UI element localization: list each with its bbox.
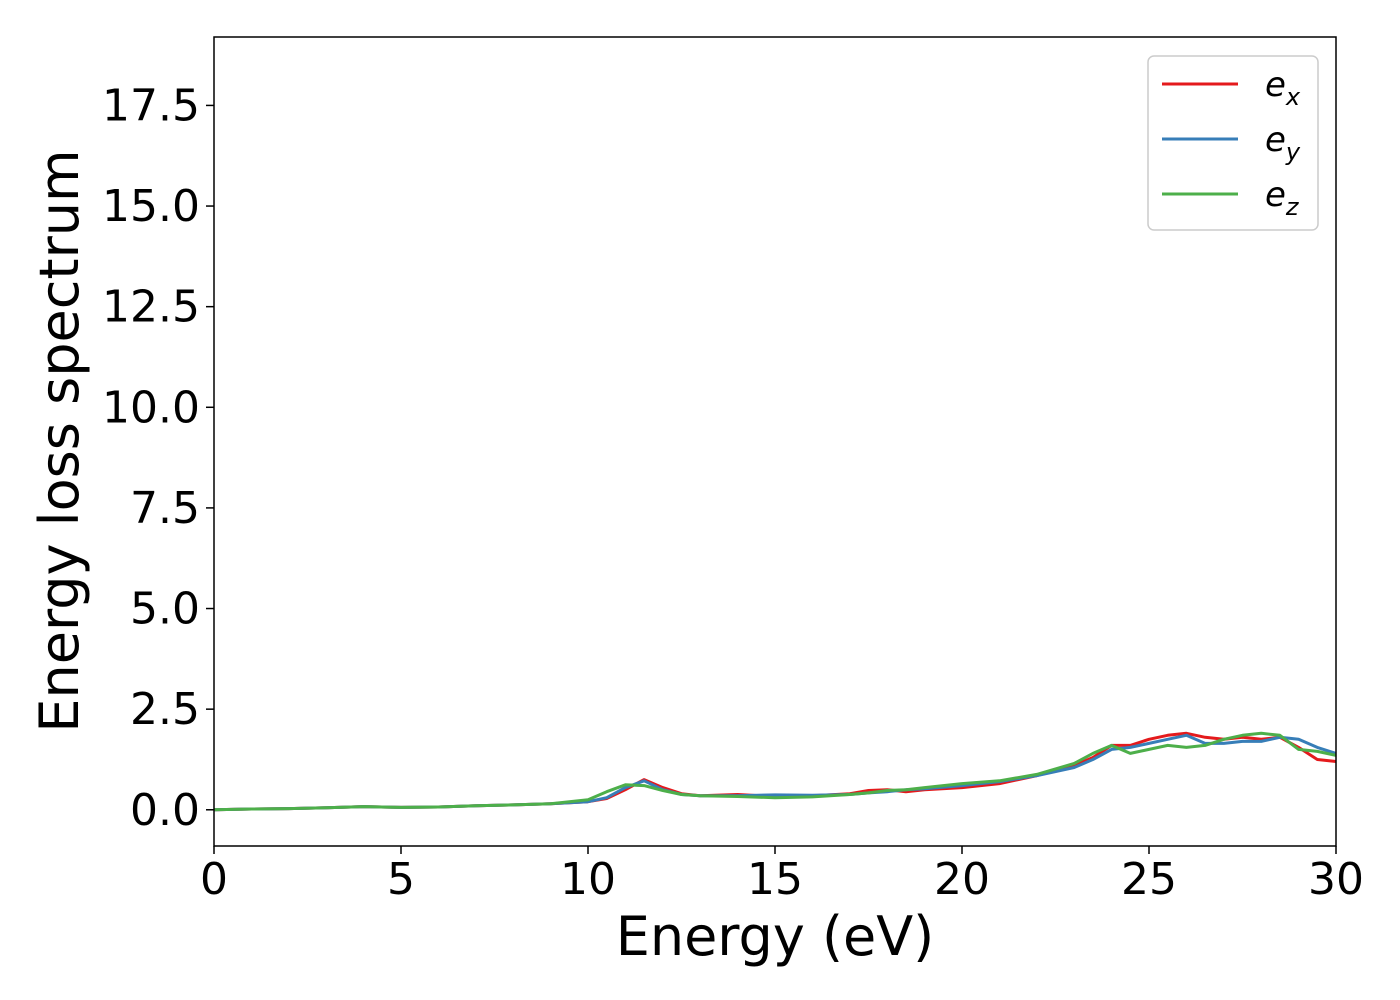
legend-label-x: ex: [1265, 65, 1301, 111]
x-tick-label: 0: [200, 854, 228, 905]
y-tick-label: 2.5: [130, 684, 200, 735]
y-tick-label: 5.0: [130, 584, 200, 635]
y-tick-label: 10.0: [102, 382, 200, 433]
x-tick-label: 10: [560, 854, 616, 905]
x-axis: 0 5 10 15 20 25 30: [200, 846, 1364, 905]
plot-lines: [213, 731, 1337, 812]
y-tick-label: 15.0: [102, 181, 200, 232]
y-tick-label: 12.5: [102, 282, 200, 333]
series-line-z: [213, 731, 1337, 812]
legend-label-y: ey: [1265, 120, 1301, 166]
x-tick-label: 20: [934, 854, 990, 905]
x-axis-title: Energy (eV): [616, 905, 935, 968]
y-tick-label: 0.0: [130, 785, 200, 836]
legend: ex ey ez: [1147, 55, 1319, 231]
legend-label-z: ez: [1265, 175, 1300, 221]
y-axis: 0.0 2.5 5.0 7.5 10.0 12.5 15.0 17.5: [102, 80, 214, 836]
x-tick-label: 25: [1121, 854, 1177, 905]
x-tick-label: 15: [747, 854, 803, 905]
y-tick-label: 7.5: [130, 483, 200, 534]
x-tick-label: 5: [387, 854, 415, 905]
x-tick-label: 30: [1308, 854, 1364, 905]
legend-box: [1147, 55, 1319, 231]
y-tick-label: 17.5: [102, 80, 200, 131]
y-axis-title: Energy loss spectrum: [28, 149, 91, 732]
